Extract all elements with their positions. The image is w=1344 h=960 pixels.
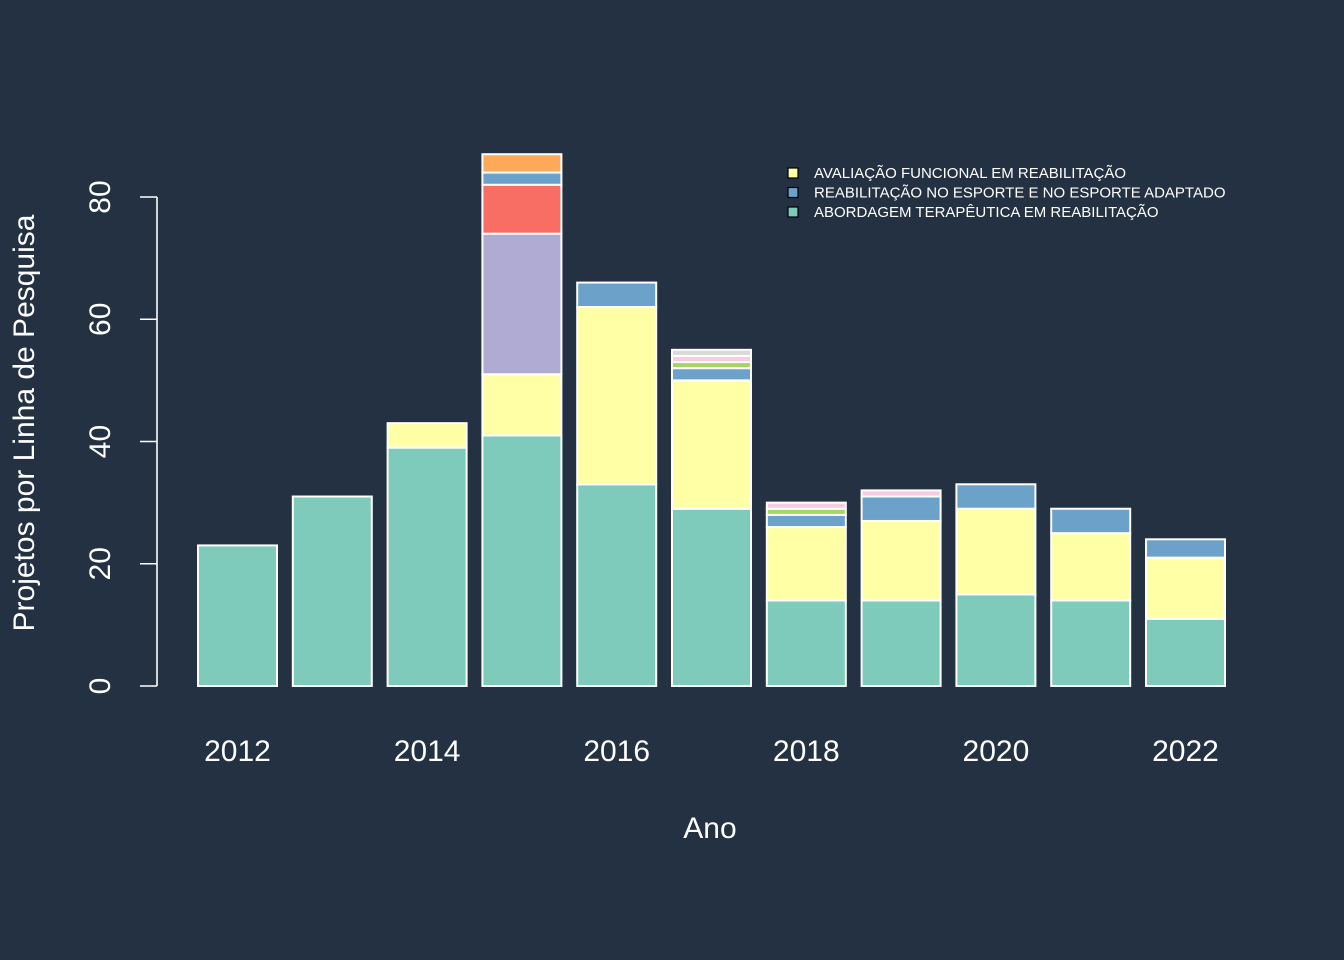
bar-segment-2016-s0	[576, 483, 658, 687]
bar-segment-2019-s7	[860, 489, 942, 498]
bar-segment-2016-s4	[576, 281, 658, 309]
bar-segment-2015-s3	[481, 183, 563, 235]
bars-group	[197, 153, 1226, 688]
bar-segment-2015-s0	[481, 434, 563, 688]
bar-segment-2020-s4	[955, 483, 1037, 510]
legend-swatch	[787, 167, 799, 179]
bar-segment-2022-s4	[1145, 538, 1226, 559]
bar-segment-2020-s1	[955, 507, 1037, 596]
bar-segment-2018-s4	[765, 513, 847, 529]
bar-segment-2016-s1	[576, 306, 658, 486]
bar-segment-2021-s4	[1050, 507, 1132, 535]
bar-segment-2019-s1	[860, 519, 942, 602]
x-axis: 2012 2014 2016 2018 2020 2022	[204, 735, 1219, 768]
bar-segment-2015-s2	[481, 232, 563, 376]
y-tick-label: 0	[84, 678, 117, 695]
bar-segment-2022-s1	[1145, 556, 1226, 620]
bar-segment-2021-s0	[1050, 599, 1132, 687]
y-tick-label: 60	[84, 303, 117, 336]
x-tick-label: 2020	[963, 735, 1030, 768]
bar-segment-2022-s0	[1145, 617, 1226, 688]
bar-segment-2018-s7	[765, 501, 847, 510]
legend-swatch	[787, 206, 799, 218]
x-tick-label: 2016	[583, 735, 650, 768]
legend-label: REABILITAÇÃO NO ESPORTE E NO ESPORTE ADA…	[814, 185, 1226, 202]
legend-label: ABORDAGEM TERAPÊUTICA EM REABILITAÇÃO	[814, 204, 1159, 221]
bar-segment-2015-s1	[481, 373, 563, 437]
x-tick-label: 2012	[204, 735, 271, 768]
y-tick-label: 20	[84, 547, 117, 580]
bar-segment-2021-s1	[1050, 532, 1132, 602]
bar-segment-2020-s0	[955, 593, 1037, 687]
bar-segment-2015-s5	[481, 153, 563, 174]
legend-label: AVALIAÇÃO FUNCIONAL EM REABILITAÇÃO	[814, 165, 1126, 182]
bar-segment-2013-s0	[291, 495, 373, 688]
bar-segment-2012-s0	[197, 544, 278, 687]
bar-segment-2017-s4	[671, 367, 752, 382]
bar-segment-2017-s0	[671, 507, 752, 687]
y-tick-label: 40	[84, 425, 117, 458]
x-tick-label: 2022	[1152, 735, 1219, 768]
legend: AVALIAÇÃO FUNCIONAL EM REABILITAÇÃO REABI…	[787, 165, 1226, 221]
bar-segment-2017-s8	[671, 348, 752, 357]
x-tick-label: 2014	[394, 735, 461, 768]
bar-segment-2018-s0	[765, 599, 847, 687]
y-axis: 0 20 40 60 80	[84, 180, 158, 695]
legend-swatch	[787, 186, 799, 199]
y-tick-label: 80	[84, 180, 117, 213]
bar-segment-2019-s0	[860, 599, 942, 687]
y-axis-title: Projetos por Linha de Pesquisa	[8, 214, 41, 631]
bar-segment-2017-s1	[671, 379, 752, 510]
bar-segment-2014-s0	[386, 446, 468, 687]
x-tick-label: 2018	[773, 735, 840, 768]
x-axis-title: Ano	[683, 812, 736, 845]
bar-segment-2015-s4	[481, 171, 563, 186]
bar-segment-2018-s1	[765, 526, 847, 602]
bar-segment-2019-s4	[860, 495, 942, 522]
bar-segment-2014-s1	[386, 422, 468, 449]
